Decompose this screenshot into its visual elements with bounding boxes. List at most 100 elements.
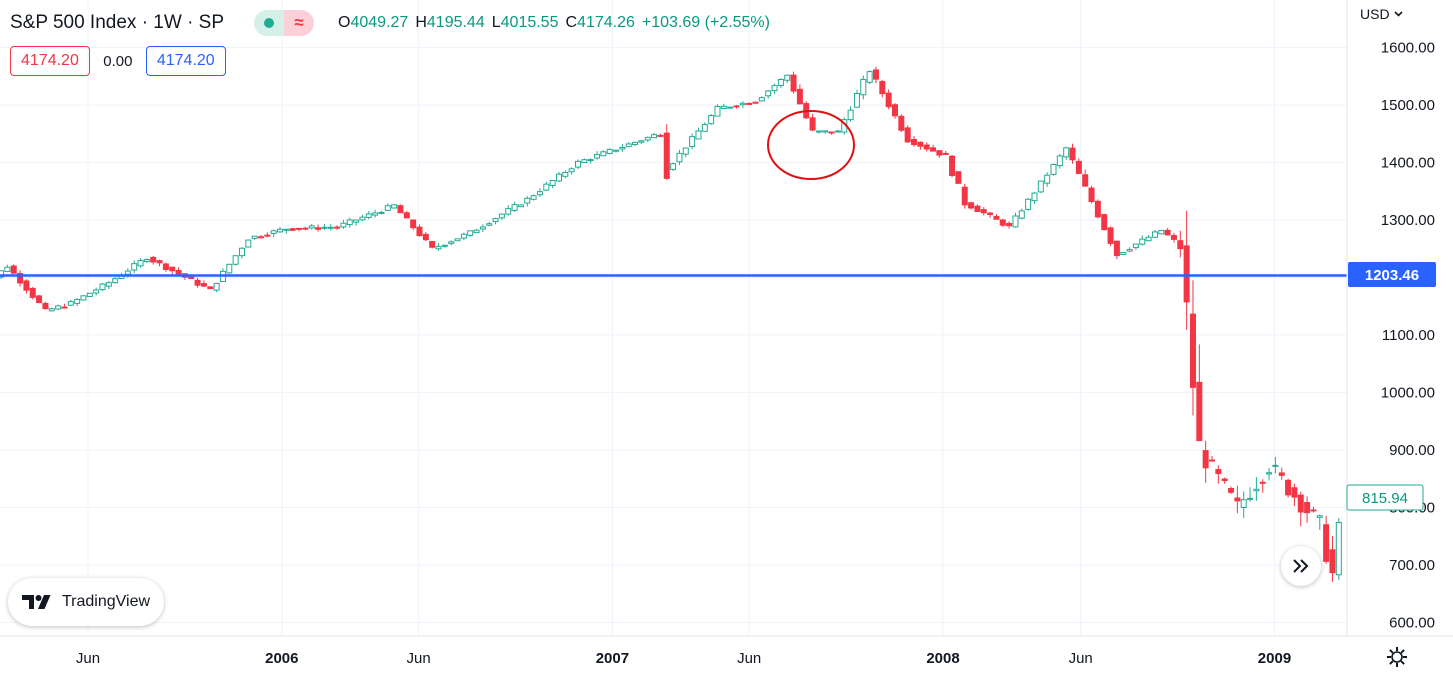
approx-icon[interactable]: ≈ (284, 10, 315, 36)
buy-button[interactable]: 4174.20 (145, 46, 226, 76)
candle-up (720, 105, 727, 109)
candle-up (435, 245, 442, 250)
tradingview-logo-icon (21, 594, 54, 610)
candle-down (1215, 469, 1222, 475)
last-price-label: 815.94 (1346, 484, 1424, 511)
candle-up (866, 71, 873, 83)
candle-up (574, 160, 581, 168)
candle-down (828, 131, 835, 134)
candle-up (365, 213, 372, 218)
market-open-indicator[interactable] (254, 10, 285, 36)
candle-down (1285, 479, 1292, 496)
candle-down (733, 105, 740, 108)
candle-up (1253, 488, 1260, 492)
candle-up (682, 147, 689, 155)
trade-buttons: 4174.20 0.00 4174.20 (10, 46, 226, 76)
ohlc-legend: O4049.27 H4195.44 L4015.55 C4174.26 +103… (338, 14, 770, 32)
candle-up (384, 205, 391, 211)
candle-up (1240, 499, 1247, 509)
candle-up (1316, 515, 1323, 518)
annotation-circle (767, 110, 855, 180)
candle-down (885, 92, 892, 108)
chevron-down-icon (1393, 11, 1403, 17)
candle-down (302, 227, 309, 230)
candle-up (1145, 236, 1152, 242)
candle-up (0, 270, 5, 278)
candle-up (1063, 147, 1070, 158)
candle-down (422, 233, 429, 241)
candle-up (4, 266, 11, 273)
candle-up (562, 171, 569, 177)
candle-up (270, 230, 277, 235)
candle-down (200, 283, 207, 287)
candle-down (1329, 549, 1336, 574)
candle-up (536, 191, 543, 196)
price-tick-label: 1300.00 (1381, 212, 1435, 229)
sell-button[interactable]: 4174.20 (10, 46, 90, 76)
low-label: L (491, 14, 501, 31)
candle-up (1272, 464, 1279, 467)
candle-up (308, 225, 315, 229)
candle-down (752, 101, 759, 104)
candle-up (638, 140, 645, 143)
candle-up (632, 141, 639, 145)
candle-up (568, 168, 575, 173)
candle-down (188, 276, 195, 279)
symbol-title[interactable]: S&P 500 Index · 1W · SP (10, 12, 225, 33)
candle-down (264, 234, 271, 237)
candle-down (1208, 459, 1215, 462)
currency-selector[interactable]: USD (1360, 6, 1403, 22)
candle-up (1120, 252, 1127, 255)
candle-down (175, 269, 182, 275)
scroll-to-realtime-button[interactable] (1281, 546, 1321, 586)
price-tick-label: 1600.00 (1381, 40, 1435, 57)
chart-settings-button[interactable] (1384, 644, 1410, 670)
currency-label: USD (1360, 6, 1390, 22)
candle-down (796, 88, 803, 105)
candle-up (815, 130, 822, 133)
candle-up (1031, 192, 1038, 202)
price-tick-label: 1500.00 (1381, 97, 1435, 114)
candle-down (169, 266, 176, 272)
candle-up (689, 136, 696, 148)
candle-down (1228, 488, 1235, 493)
price-axis[interactable]: 1600.001500.001400.001300.001200.001100.… (1346, 0, 1453, 690)
candle-up (511, 204, 518, 211)
open-label: O (338, 14, 351, 31)
candle-down (207, 286, 214, 290)
candle-up (1025, 198, 1032, 210)
candle-up (283, 228, 290, 231)
candle-down (429, 241, 436, 248)
candle-down (999, 219, 1006, 226)
candle-down (1164, 229, 1171, 236)
tradingview-logo[interactable]: TradingView (8, 578, 164, 626)
candle-down (974, 205, 981, 213)
candle-down (923, 144, 930, 150)
candle-up (1018, 210, 1025, 219)
candle-up (492, 218, 499, 223)
candle-down (968, 202, 975, 209)
candle-down (17, 272, 24, 284)
candle-down (315, 227, 322, 230)
candle-down (942, 152, 949, 155)
time-tick-label: Jun (406, 650, 430, 667)
open-value: 4049.27 (350, 14, 409, 31)
candle-down (296, 227, 303, 230)
candle-down (891, 104, 898, 117)
time-axis[interactable]: Jun 2006 Jun 2007 Jun 2008 Jun 2009 (0, 635, 1453, 667)
candle-down (1088, 187, 1095, 203)
candle-down (334, 226, 341, 229)
candle-up (517, 204, 524, 208)
market-status[interactable]: ≈ (254, 10, 315, 36)
candle-down (1107, 227, 1114, 244)
time-tick-label: 2007 (596, 650, 629, 667)
price-tick-label: 1100.00 (1382, 327, 1435, 344)
candle-up (695, 130, 702, 140)
candle-up (359, 216, 366, 221)
candle-up (99, 283, 106, 291)
candle-up (479, 226, 486, 230)
candle-up (391, 204, 398, 209)
candle-up (727, 106, 734, 109)
candle-up (105, 282, 112, 287)
